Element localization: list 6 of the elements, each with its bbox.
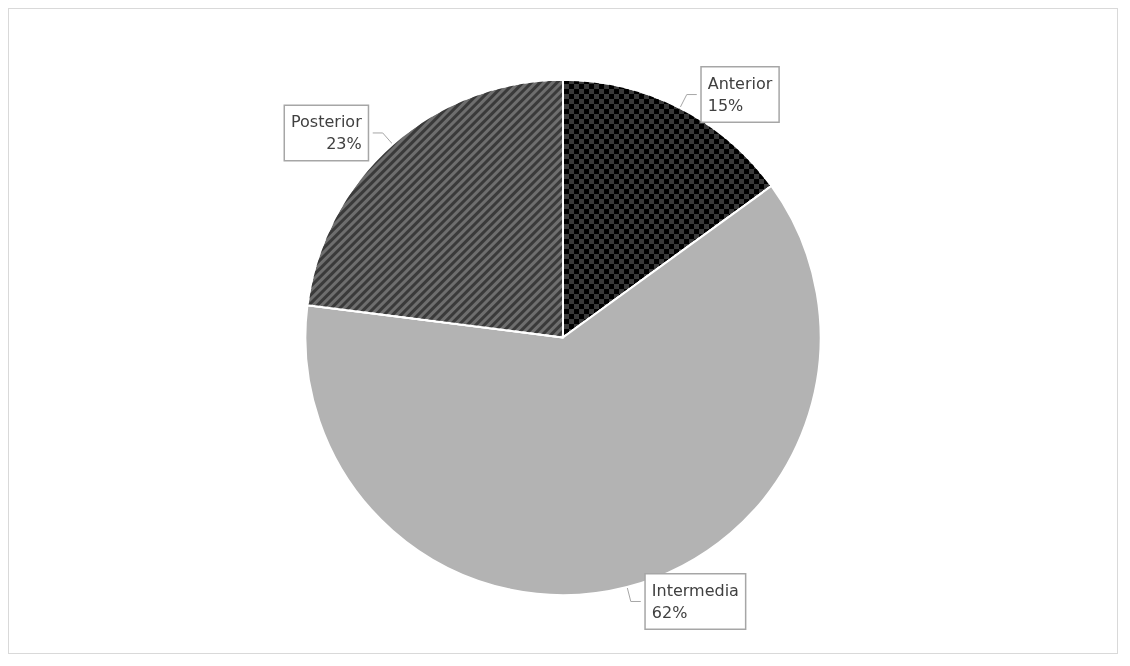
data-label: 15% <box>707 96 744 116</box>
data-label: 62% <box>651 602 688 622</box>
slice-label: Intermedia <box>651 580 739 600</box>
slice-label: Anterior <box>707 74 773 94</box>
data-label: 23% <box>326 134 362 154</box>
slice-label: Posterior <box>291 112 363 132</box>
